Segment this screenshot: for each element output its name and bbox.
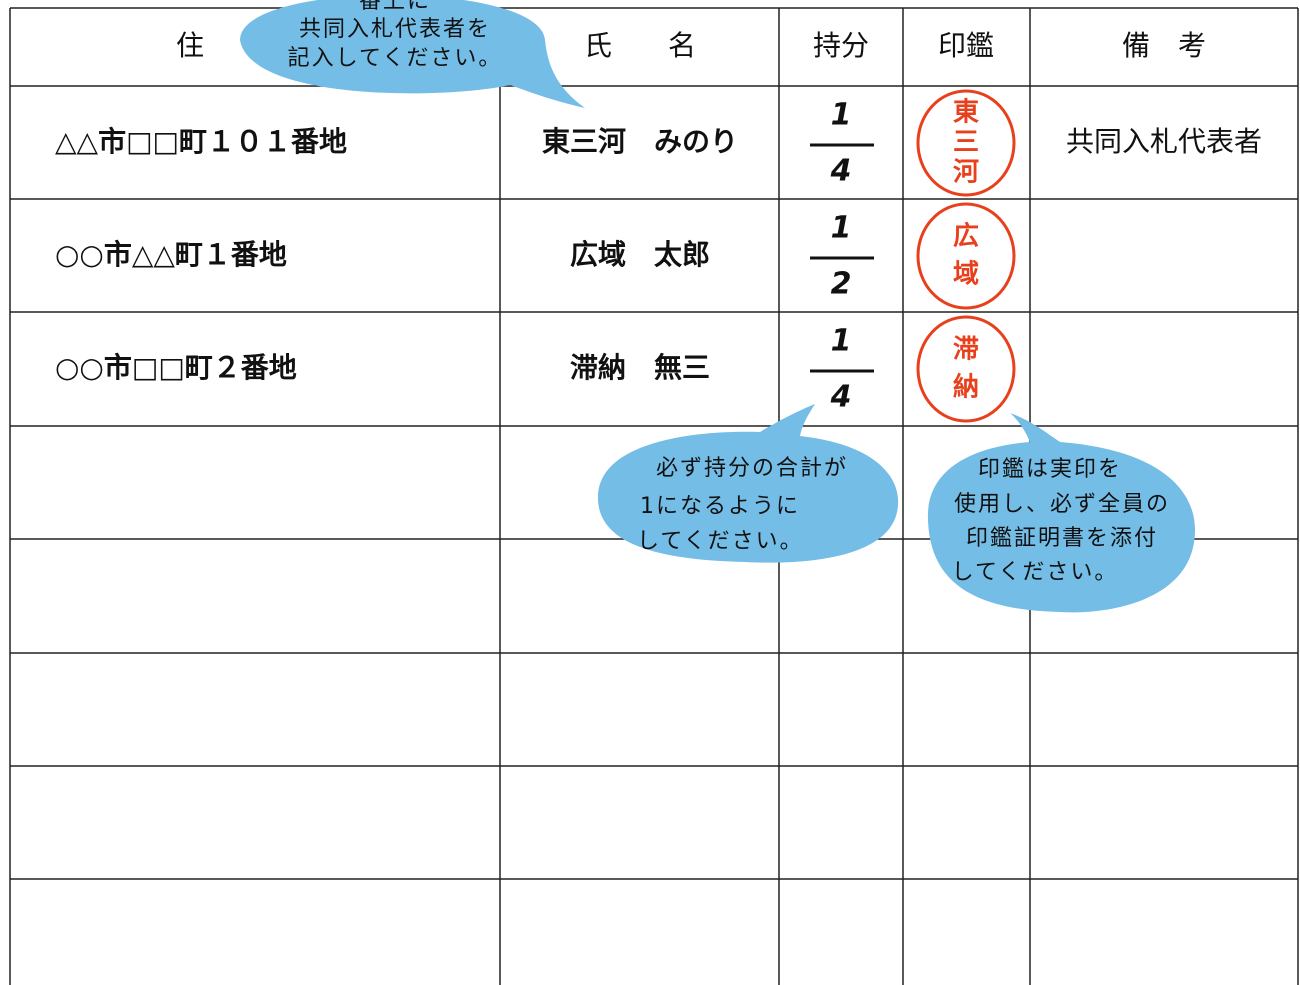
header-cell: 住 (176, 29, 204, 62)
seal-ring (916, 89, 1016, 197)
callout-shape (240, 0, 585, 108)
share-denominator: 4 (830, 380, 852, 415)
share-denominator: 4 (830, 154, 852, 189)
name: 東三河 みのり (542, 125, 738, 158)
callout-text: 番上に (359, 0, 431, 14)
callout: 印鑑は実印を 使用し、必ず全員の 印鑑証明書を添付 してください。 (927, 413, 1195, 613)
callout-text: 印鑑は実印を (978, 457, 1122, 482)
share-numerator: 1 (831, 98, 852, 133)
share-numerator: 1 (831, 211, 852, 246)
callout-text: 印鑑証明書を添付 (966, 526, 1158, 551)
seal-ring (916, 315, 1016, 423)
table-body: △△市□□町１０１番地 東三河 みのり 1 4 東三河 共同入札代表者 ○○市△△町１番地 広… (55, 89, 1262, 423)
callout-shape (597, 404, 899, 563)
seal-ring (916, 202, 1016, 310)
address: ○○市△△町１番地 (55, 238, 287, 271)
header-cell: 持分 (813, 29, 869, 62)
seal-char: 広 (953, 221, 979, 252)
callout-text: してください。 (952, 560, 1119, 585)
callout: 番上に 共同入札代表者を 記入してください。 (240, 0, 585, 108)
callout-text: してください。 (637, 529, 804, 554)
header-cell: 氏 名 (584, 29, 696, 62)
callout-text: 使用し、必ず全員の (954, 492, 1170, 517)
seal-char: 滞 (953, 335, 979, 365)
callout-text: 1になるように (640, 494, 800, 519)
header-cell: 備 考 (1122, 29, 1206, 62)
header-row: 住 氏 名 持分 印鑑 備 考 (176, 29, 1206, 62)
callout-text: 必ず持分の合計が (656, 456, 848, 481)
callout-shape (927, 413, 1195, 613)
share-numerator: 1 (831, 324, 852, 359)
address: ○○市□□町２番地 (55, 351, 297, 384)
seal-char: 河 (953, 158, 979, 188)
callout: 必ず持分の合計が 1になるように してください。 (597, 404, 899, 563)
seal-char: 納 (953, 372, 979, 403)
seal-char: 三 (953, 128, 979, 158)
share-denominator: 2 (831, 267, 852, 302)
name: 広域 太郎 (570, 238, 710, 271)
seal-char: 東 (953, 98, 979, 128)
callout-text: 記入してください。 (288, 46, 503, 71)
note: 共同入札代表者 (1066, 125, 1262, 158)
header-cell: 印鑑 (938, 29, 994, 62)
address: △△市□□町１０１番地 (55, 125, 347, 158)
callout-text: 共同入札代表者を (299, 17, 491, 42)
name: 滞納 無三 (570, 351, 710, 384)
seal-char: 域 (953, 260, 979, 290)
